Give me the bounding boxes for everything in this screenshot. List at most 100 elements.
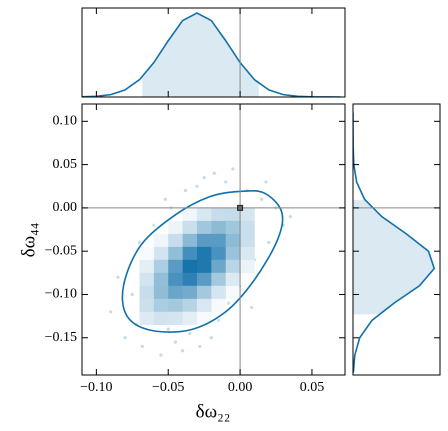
density-cell — [153, 259, 169, 274]
credible-contour — [121, 189, 284, 333]
sample-point — [260, 197, 264, 201]
density-cell — [240, 285, 255, 300]
density-cell — [211, 285, 227, 300]
density-cell — [139, 208, 154, 221]
credible-interval — [353, 200, 435, 315]
top-marginal — [82, 12, 341, 97]
density-cell — [182, 259, 198, 274]
density-cell — [225, 311, 241, 326]
density-cell — [153, 285, 169, 300]
panel-frame — [352, 103, 441, 376]
y-tick-label: −0.15 — [45, 330, 77, 345]
truth-marker — [237, 204, 244, 211]
density-cell — [153, 246, 169, 261]
x-tick-label: 0.05 — [300, 380, 325, 395]
density-cell — [225, 207, 241, 222]
sample-point — [202, 175, 206, 180]
density-cell — [196, 233, 212, 248]
sample-point — [288, 214, 292, 219]
sample-point — [226, 301, 231, 305]
density-cell — [211, 233, 227, 248]
density-cell — [225, 233, 241, 248]
density-cell — [182, 246, 198, 261]
density-cell — [168, 311, 183, 326]
sample-point — [209, 336, 213, 340]
density-cell — [139, 233, 155, 248]
sample-point — [130, 292, 134, 297]
sample-point — [216, 318, 221, 323]
density-cell — [182, 272, 198, 287]
density-cell — [240, 233, 255, 248]
density-cell — [139, 272, 155, 287]
density-cell — [211, 272, 227, 287]
density-cell — [168, 285, 183, 300]
density-cell — [225, 246, 241, 261]
density-cell — [139, 246, 155, 261]
sample-point — [212, 171, 216, 175]
density-cell — [211, 246, 227, 261]
density-cell — [240, 259, 255, 274]
sample-point — [231, 167, 235, 171]
density-cell — [168, 272, 183, 287]
density-cell — [225, 285, 241, 300]
density-cell — [240, 312, 255, 325]
density-cell — [196, 207, 212, 222]
density-cell — [196, 311, 212, 326]
density-cell — [139, 220, 155, 235]
density-cell — [211, 259, 227, 274]
sample-point — [183, 188, 188, 193]
density-cell — [139, 285, 155, 300]
sample-point — [163, 197, 167, 201]
y-tick-label: −0.10 — [45, 287, 77, 302]
density-cell — [182, 233, 198, 248]
density-cell — [196, 246, 212, 261]
density-cell — [225, 272, 241, 287]
credible-interval — [142, 13, 259, 97]
density-cell — [139, 311, 155, 326]
density-cell — [196, 272, 212, 287]
marginal-curve — [82, 12, 341, 97]
density-cell — [153, 220, 169, 235]
main-panel — [109, 167, 292, 357]
density-cell — [196, 259, 212, 274]
sample-point — [264, 180, 268, 184]
sample-point — [198, 344, 202, 349]
density-cell — [182, 298, 198, 313]
x-tick-label: −0.05 — [152, 380, 184, 395]
density-cell — [182, 311, 198, 326]
sample-point — [109, 310, 113, 314]
density-cell — [196, 298, 212, 313]
density-cell — [240, 298, 255, 313]
sample-point — [123, 336, 127, 340]
sample-point — [173, 340, 178, 344]
density-cell — [240, 220, 255, 235]
y-tick-label: 0.10 — [53, 114, 78, 129]
density-cell — [153, 207, 169, 222]
sample-point — [116, 275, 120, 279]
density-cell — [168, 246, 183, 261]
sample-point — [181, 349, 185, 353]
density-cell — [196, 220, 212, 235]
density-cell — [240, 246, 255, 261]
density-cell — [168, 220, 183, 235]
sample-point — [166, 327, 170, 331]
y-tick-label: −0.05 — [45, 243, 77, 258]
density-cell — [168, 298, 183, 313]
sample-point — [137, 240, 142, 245]
right-marginal — [353, 112, 436, 373]
sample-point — [195, 184, 199, 188]
density-cell — [196, 285, 212, 300]
density-cell — [153, 298, 169, 313]
sample-point — [140, 344, 144, 349]
panel-frame — [81, 103, 346, 376]
sample-point — [152, 223, 156, 227]
density-cell — [168, 233, 183, 248]
density-cell — [211, 220, 227, 235]
density-cell — [153, 233, 169, 248]
sample-point — [188, 331, 192, 336]
x-axis-label: δω₂₂ — [196, 401, 231, 422]
density-cell — [139, 259, 155, 274]
sample-point — [249, 305, 254, 310]
density-cell — [153, 311, 169, 326]
sample-point — [224, 180, 228, 184]
